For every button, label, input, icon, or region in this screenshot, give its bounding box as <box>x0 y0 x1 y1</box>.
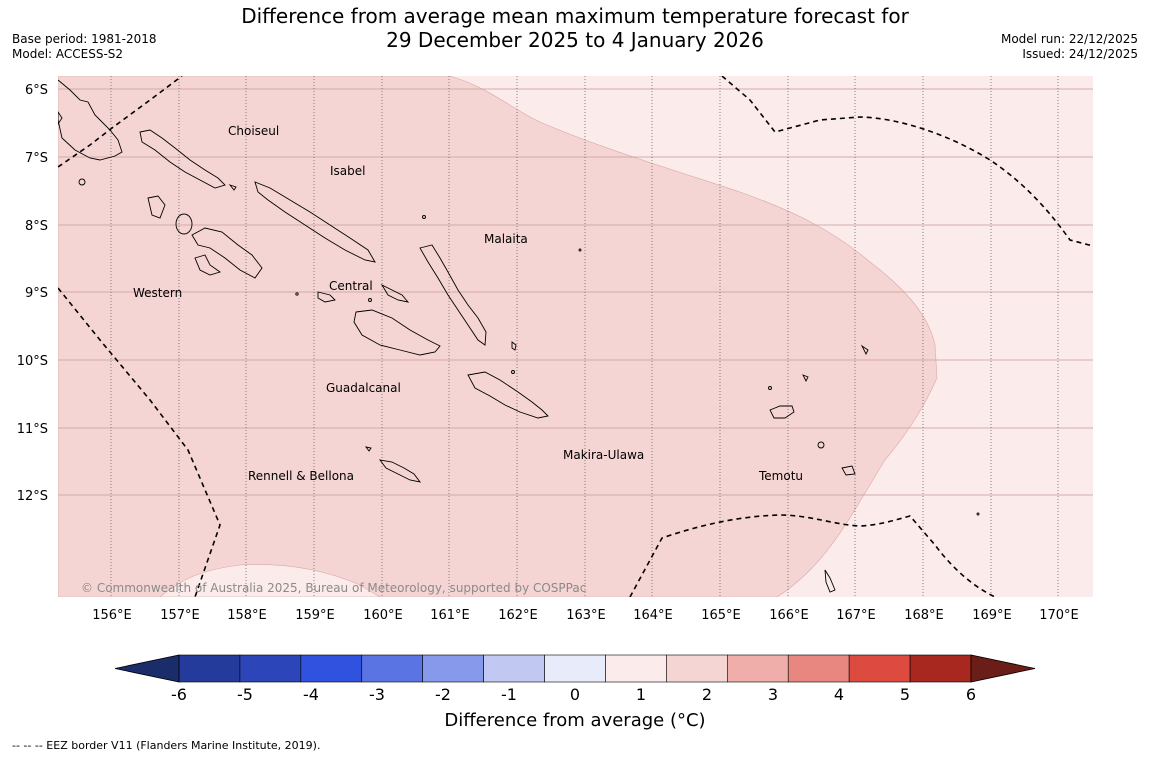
label-makira: Makira-Ulawa <box>563 448 644 462</box>
colorbar-extend-low <box>114 654 180 683</box>
lat-gridlines <box>58 88 1093 496</box>
colorbar-cell <box>422 654 484 683</box>
lat-label: 7°S <box>25 151 48 166</box>
lon-labels: 156°E 157°E 158°E 159°E 160°E 161°E 162°… <box>92 608 1079 623</box>
label-isabel: Isabel <box>330 164 365 178</box>
lat-label: 12°S <box>17 489 48 504</box>
base-period: Base period: 1981-2018 <box>12 32 157 46</box>
lat-label: 6°S <box>25 83 48 98</box>
lon-label: 160°E <box>363 608 403 623</box>
copyright-text: © Commonwealth of Australia 2025, Bureau… <box>81 581 586 595</box>
islands <box>58 79 980 593</box>
colorbar-tick: -3 <box>369 685 385 704</box>
label-western: Western <box>133 286 182 300</box>
label-temotu: Temotu <box>758 469 803 483</box>
lon-label: 167°E <box>836 608 876 623</box>
colorbar-cell <box>300 654 363 683</box>
lon-label: 162°E <box>498 608 538 623</box>
model-name: Model: ACCESS-S2 <box>12 47 124 61</box>
lat-label: 11°S <box>17 422 48 437</box>
lon-label: 158°E <box>227 608 267 623</box>
colorbar-tick: 5 <box>900 685 910 704</box>
colorbar-tick: 0 <box>570 685 580 704</box>
label-choiseul: Choiseul <box>228 124 279 138</box>
colorbar-ticks: -6 -5 -4 -3 -2 -1 0 1 2 3 4 5 6 <box>171 685 976 704</box>
colorbar-cell <box>544 654 606 683</box>
lat-label: 10°S <box>17 354 48 369</box>
colorbar-cell <box>787 654 850 683</box>
footnote: -- -- -- EEZ border V11 (Flanders Marine… <box>12 739 321 752</box>
colorbar-cell <box>727 654 789 683</box>
colorbar-tick: -1 <box>501 685 517 704</box>
lat-labels: 6°S 7°S 8°S 9°S 10°S 11°S 12°S <box>17 83 48 504</box>
colorbar-tick: -5 <box>237 685 253 704</box>
label-malaita: Malaita <box>484 232 528 246</box>
colorbar-cell <box>666 654 728 683</box>
colorbar-tick: -2 <box>435 685 451 704</box>
province-labels: Choiseul Isabel Malaita Western Central … <box>133 124 803 483</box>
lon-label: 156°E <box>92 608 132 623</box>
lon-label: 163°E <box>566 608 606 623</box>
lon-label: 169°E <box>972 608 1012 623</box>
colorbar-cell <box>239 654 302 683</box>
colorbar-title: Difference from average (°C) <box>444 710 706 731</box>
meta-right: Model run: 22/12/2025 Issued: 24/12/2025 <box>1001 32 1138 62</box>
colorbar-cell <box>483 654 545 683</box>
colorbar-tick: -4 <box>303 685 319 704</box>
colorbar-tick: 2 <box>702 685 712 704</box>
lon-label: 161°E <box>430 608 470 623</box>
colorbar-cell <box>361 654 423 683</box>
eez-borders <box>58 76 1093 597</box>
colorbar-cells <box>178 654 972 683</box>
meta-left: Base period: 1981-2018 Model: ACCESS-S2 <box>12 32 157 62</box>
map-title: Difference from average mean maximum tem… <box>0 4 1150 52</box>
anomaly-patch-south <box>159 564 381 597</box>
colorbar-cell <box>909 654 972 683</box>
label-guadalcanal: Guadalcanal <box>326 381 401 395</box>
colorbar-cell <box>848 654 911 683</box>
lon-label: 170°E <box>1039 608 1079 623</box>
label-central: Central <box>329 279 373 293</box>
lat-label: 8°S <box>25 219 48 234</box>
lon-label: 157°E <box>160 608 200 623</box>
colorbar-tick: 6 <box>966 685 976 704</box>
colorbar-cell <box>178 654 241 683</box>
colorbar-extend-high <box>970 654 1036 683</box>
map-canvas: Choiseul Isabel Malaita Western Central … <box>17 76 1093 623</box>
model-run: Model run: 22/12/2025 <box>1000 32 1138 46</box>
map-title-line2: 29 December 2025 to 4 January 2026 <box>386 28 764 52</box>
colorbar: -6 -5 -4 -3 -2 -1 0 1 2 3 4 5 6 <box>114 654 1036 704</box>
colorbar-tick: -6 <box>171 685 187 704</box>
colorbar-tick: 3 <box>768 685 778 704</box>
anomaly-region-1-2 <box>58 76 938 597</box>
lon-label: 168°E <box>904 608 944 623</box>
colorbar-tick: 4 <box>834 685 844 704</box>
label-rennell: Rennell & Bellona <box>248 469 354 483</box>
issued-date: Issued: 24/12/2025 <box>1022 47 1138 61</box>
map-title-line1: Difference from average mean maximum tem… <box>241 4 909 28</box>
colorbar-tick: 1 <box>636 685 646 704</box>
lon-label: 159°E <box>295 608 335 623</box>
colorbar-cell <box>605 654 667 683</box>
lon-label: 164°E <box>633 608 673 623</box>
lat-label: 9°S <box>25 286 48 301</box>
lon-label: 166°E <box>769 608 809 623</box>
lon-label: 165°E <box>701 608 741 623</box>
